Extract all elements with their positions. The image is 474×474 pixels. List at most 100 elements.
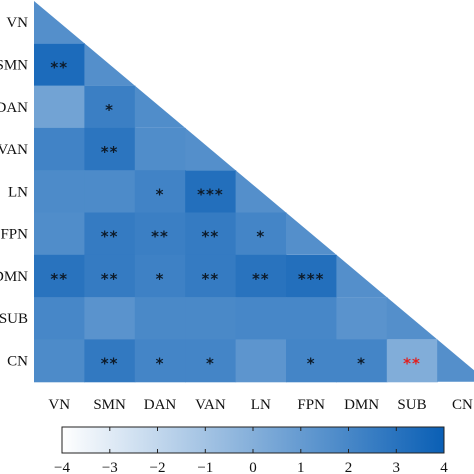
cell-dmn-fpn (286, 254, 337, 298)
significance-marker: * (156, 185, 165, 203)
significance-marker: ** (151, 228, 169, 246)
cell-cn-van (185, 339, 237, 383)
diagonal-cell-vn (34, 1, 85, 44)
x-tick-label: VN (48, 397, 70, 413)
significance-marker: ** (252, 270, 270, 288)
cell-cn-sub (386, 339, 438, 383)
significance-marker: * (307, 355, 316, 373)
cell-ln-dan (134, 170, 186, 214)
significance-marker: ** (101, 270, 119, 288)
cell-fpn-van (185, 212, 237, 256)
significance-marker: ** (101, 228, 119, 246)
cell-dmn-smn (84, 254, 136, 298)
diagonal-cell-sub (386, 297, 438, 340)
cell-sub-dan (134, 297, 186, 340)
significance-marker: ** (101, 355, 119, 373)
y-tick-label: VAN (0, 142, 28, 158)
cell-dmn-ln (235, 254, 287, 298)
cell-van-smn (84, 127, 136, 171)
cell-sub-fpn (286, 297, 337, 340)
significance-marker: ** (50, 58, 68, 76)
x-tick-label: DAN (144, 397, 177, 413)
x-tick-label: SUB (397, 397, 426, 413)
significance-marker: * (156, 355, 165, 373)
diagonal-cell-cn (437, 339, 474, 382)
y-axis-labels: VN SMN DAN VAN LN FPN DMN SUB CN (0, 15, 28, 369)
x-tick-label: LN (251, 397, 271, 413)
cell-dan-vn (34, 85, 85, 129)
cell-dmn-vn (34, 254, 85, 298)
colorbar-tick-label: 1 (297, 460, 305, 474)
cell-cn-fpn (286, 339, 337, 383)
cell-fpn-ln (235, 212, 287, 256)
y-tick-label: FPN (0, 227, 28, 243)
significance-marker: * (357, 355, 366, 373)
colorbar-tick-label: −2 (150, 460, 166, 474)
diagonal-cell-dmn (336, 254, 387, 298)
significance-marker: * (256, 228, 265, 246)
cell-fpn-vn (34, 212, 85, 256)
cell-sub-smn (84, 297, 136, 340)
diagonal-cell-dan (134, 85, 186, 128)
cell-van-dan (134, 127, 186, 171)
colorbar-tick-label: 3 (393, 460, 401, 474)
heatmap-cells (34, 43, 438, 383)
x-tick-label: VAN (195, 397, 226, 413)
colorbar-tick-label: −1 (197, 460, 213, 474)
cell-sub-dmn (336, 297, 388, 340)
cell-cn-dan (134, 339, 186, 383)
diagonal-cell-van (185, 127, 236, 171)
cell-smn-vn (34, 43, 85, 87)
y-tick-label: CN (7, 354, 28, 370)
cell-ln-vn (34, 170, 85, 214)
cell-fpn-dan (134, 212, 186, 256)
y-tick-label: SUB (0, 311, 28, 327)
significance-marker: * (105, 101, 114, 119)
cell-dan-smn (84, 85, 136, 129)
cell-ln-smn (84, 170, 136, 214)
cell-sub-van (185, 297, 237, 340)
diagonal-cell-ln (235, 170, 286, 213)
significance-marker: ** (202, 228, 220, 246)
diagonal-cell-smn (84, 43, 135, 86)
significance-marker: * (206, 355, 215, 373)
colorbar-tick-label: 4 (440, 460, 448, 474)
significance-marker: *** (197, 185, 224, 203)
cell-sub-ln (235, 297, 287, 340)
y-tick-label: LN (8, 184, 28, 200)
cell-dmn-van (185, 254, 237, 298)
significance-marker: ** (403, 355, 421, 373)
significance-markers: ****** ***** ** ** *** ** * ** ** ***** * * * * ** (50, 58, 421, 373)
significance-marker: ** (202, 270, 220, 288)
significance-marker: *** (298, 270, 325, 288)
y-tick-label: DMN (0, 269, 28, 285)
x-axis-labels: VN SMN DAN VAN LN FPN DMN SUB CN (48, 397, 473, 413)
cell-fpn-smn (84, 212, 136, 256)
cell-dmn-dan (134, 254, 186, 298)
cell-sub-vn (34, 297, 85, 340)
x-tick-label: FPN (297, 397, 325, 413)
colorbar-tick-label: −3 (102, 460, 118, 474)
x-tick-label: CN (452, 397, 473, 413)
x-tick-label: SMN (93, 397, 126, 413)
significance-marker: ** (50, 270, 68, 288)
y-tick-label: DAN (0, 100, 28, 116)
cell-cn-vn (34, 339, 85, 383)
colorbar: −4 −3 −2 −1 0 1 2 3 4 (54, 426, 448, 474)
colorbar-tick-label: −4 (54, 460, 70, 474)
diagonal-cell-fpn (286, 212, 337, 255)
cell-van-vn (34, 127, 85, 171)
colorbar-tick-label: 0 (249, 460, 257, 474)
colorbar-tick-label: 2 (345, 460, 353, 474)
significance-marker: ** (101, 143, 119, 161)
y-tick-label: SMN (0, 57, 28, 73)
x-tick-label: DMN (344, 397, 379, 413)
significance-marker: * (156, 270, 165, 288)
cell-cn-ln (235, 339, 287, 383)
diagonal-triangles (34, 1, 474, 382)
y-tick-label: VN (6, 15, 28, 31)
cell-ln-van (185, 170, 237, 214)
cell-cn-smn (84, 339, 136, 383)
cell-cn-dmn (336, 339, 388, 383)
